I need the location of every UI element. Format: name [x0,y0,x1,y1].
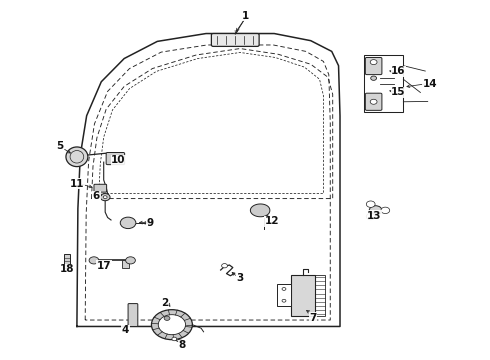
Text: 11: 11 [70,179,84,189]
Text: 15: 15 [391,87,406,98]
Text: 17: 17 [97,261,111,271]
FancyBboxPatch shape [366,93,382,111]
Circle shape [164,316,170,320]
Circle shape [158,315,186,335]
Bar [64,254,70,267]
Circle shape [381,207,390,213]
Bar [122,260,129,267]
Text: 16: 16 [391,66,406,76]
Bar [291,275,315,316]
Text: 18: 18 [60,264,74,274]
Polygon shape [250,204,270,217]
Text: 9: 9 [147,218,153,228]
Text: 7: 7 [310,312,317,323]
FancyBboxPatch shape [106,153,124,165]
Circle shape [367,201,375,207]
Text: 2: 2 [161,298,168,308]
Text: 12: 12 [265,216,279,226]
FancyBboxPatch shape [211,33,259,46]
Text: 10: 10 [111,156,125,165]
Bar [315,275,325,316]
Circle shape [125,257,135,264]
Circle shape [221,264,227,268]
Text: 5: 5 [56,141,64,151]
Circle shape [370,60,377,64]
FancyBboxPatch shape [94,184,107,192]
Bar [277,284,291,306]
Circle shape [371,76,376,80]
Circle shape [370,99,377,104]
Circle shape [369,206,382,215]
Circle shape [172,337,177,341]
Text: 6: 6 [93,191,100,201]
Circle shape [103,196,107,199]
FancyBboxPatch shape [128,303,138,327]
Circle shape [100,194,110,201]
Text: 3: 3 [237,273,244,283]
Circle shape [89,257,99,264]
Text: 1: 1 [242,11,248,21]
Circle shape [367,213,375,220]
FancyBboxPatch shape [366,58,382,75]
Circle shape [151,310,193,340]
Text: 14: 14 [423,78,438,89]
Ellipse shape [66,147,88,167]
Circle shape [120,217,136,229]
Text: 8: 8 [178,340,185,350]
Text: 13: 13 [367,211,381,221]
Bar [365,55,403,112]
Text: 4: 4 [122,325,129,335]
